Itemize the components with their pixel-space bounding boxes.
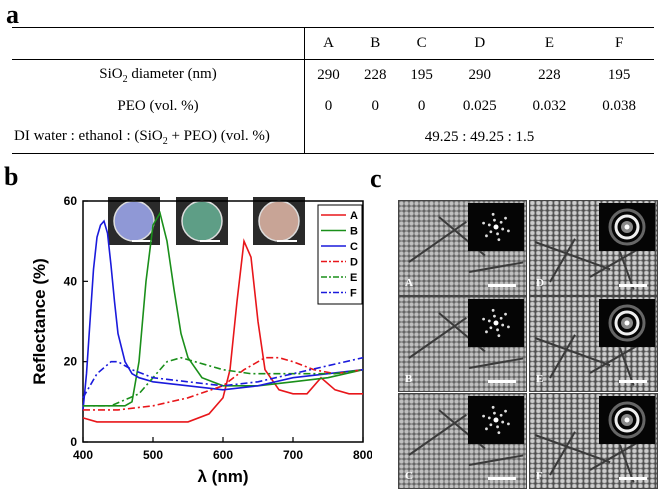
- row-label-diameter: SiO2 diameter (nm): [12, 59, 305, 91]
- x-tick-label: 400: [73, 448, 93, 462]
- scale-bar: [488, 284, 516, 287]
- table-cell: 290: [468, 67, 491, 83]
- sem-tag: E: [536, 373, 544, 385]
- col-header: F: [614, 35, 624, 51]
- table-row: PEO (vol. %) 0 0 0 0.025 0.032 0.038: [12, 91, 654, 122]
- table-cell-ratio: 49.25 : 49.25 : 1.5: [424, 129, 535, 145]
- scale-bar: [488, 380, 516, 383]
- sem-image-E: E: [529, 296, 658, 392]
- table-cell: 0: [371, 98, 379, 114]
- table-cell: 0.025: [462, 98, 497, 114]
- col-header: D: [474, 35, 486, 51]
- table-cell: 0: [417, 98, 426, 114]
- table-cell: 228: [538, 67, 561, 83]
- col-header: A: [323, 35, 334, 51]
- table-cell: 0: [324, 98, 333, 114]
- sem-tag: F: [536, 470, 543, 482]
- y-tick-label: 0: [70, 435, 77, 449]
- x-axis-title: λ (nm): [198, 467, 249, 486]
- y-tick-label: 60: [64, 194, 78, 208]
- col-header: E: [544, 35, 554, 51]
- table-cell: 228: [363, 67, 387, 83]
- row-label-solvent: DI water : ethanol : (SiO2 + PEO) (vol. …: [12, 122, 305, 154]
- sem-tag: A: [405, 277, 413, 289]
- legend-label: E: [350, 272, 357, 284]
- legend-label: B: [350, 226, 358, 238]
- table-cell: 0.032: [532, 98, 567, 114]
- scale-bar: [488, 477, 516, 480]
- legend-label: C: [350, 241, 358, 253]
- composition-table: A B C D E F SiO2 diameter (nm) 290 228 1…: [12, 27, 654, 154]
- legend-label: F: [350, 288, 357, 300]
- y-tick-label: 40: [64, 274, 78, 288]
- series-line-D: [83, 356, 364, 411]
- legend-label: D: [350, 257, 358, 269]
- series-line-F: [82, 356, 364, 399]
- series-line-C: [82, 219, 364, 410]
- x-tick-label: 800: [353, 448, 372, 462]
- sem-image-D: D: [529, 200, 658, 296]
- fft-inset: [599, 299, 655, 347]
- table-row: SiO2 diameter (nm) 290 228 195 290 228 1…: [12, 59, 654, 91]
- series-line-A: [82, 238, 363, 423]
- table-cell: 0.038: [602, 98, 636, 114]
- sem-tag: D: [536, 277, 544, 289]
- legend-label: A: [350, 210, 358, 222]
- table-cell: 290: [317, 67, 340, 83]
- table-header-row: A B C D E F: [12, 27, 654, 60]
- col-header: C: [416, 35, 427, 51]
- row-label-peo: PEO (vol. %): [12, 91, 305, 122]
- table-row: DI water : ethanol : (SiO2 + PEO) (vol. …: [12, 122, 654, 154]
- col-header: B: [370, 35, 381, 51]
- table-cell: 195: [607, 67, 631, 83]
- fft-inset: [599, 203, 655, 251]
- panel-label-a: a: [6, 0, 19, 29]
- legend-box: [317, 204, 363, 305]
- sem-tag: B: [405, 373, 413, 385]
- sem-image-A: A: [398, 200, 527, 296]
- fft-inset: [468, 203, 524, 251]
- series-line-E: [83, 356, 364, 407]
- y-axis-title: Reflectance (%): [30, 258, 49, 385]
- fft-inset: [599, 396, 655, 444]
- table-cell: 195: [410, 67, 433, 83]
- panel-label-b: b: [4, 162, 19, 191]
- sem-image-B: B: [398, 296, 527, 392]
- y-tick-label: 20: [64, 355, 78, 369]
- x-tick-label: 700: [283, 448, 303, 462]
- film-photo-inset: [253, 197, 305, 245]
- fft-inset: [468, 299, 524, 347]
- fft-inset: [468, 396, 524, 444]
- film-photo-inset: [176, 197, 228, 245]
- x-tick-label: 500: [143, 448, 163, 462]
- sem-image-C: C: [398, 393, 527, 489]
- panel-label-c: c: [370, 164, 382, 193]
- scale-bar: [619, 284, 647, 287]
- table-corner: [12, 27, 305, 60]
- scale-bar: [619, 380, 647, 383]
- scale-bar: [619, 477, 647, 480]
- sem-tag: C: [405, 470, 413, 482]
- sem-image-F: F: [529, 393, 658, 489]
- x-tick-label: 600: [213, 448, 233, 462]
